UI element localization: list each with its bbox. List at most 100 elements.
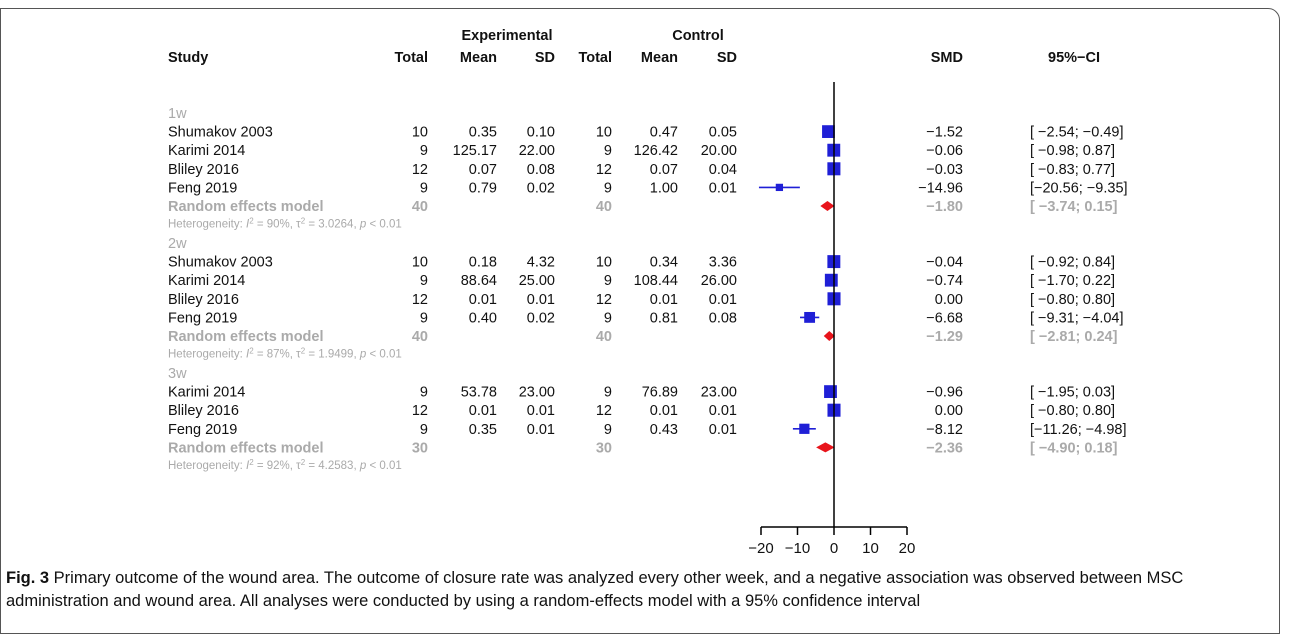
ci-value: [ −0.83; 0.77] [1030, 162, 1115, 178]
exp-sd: 0.02 [527, 180, 555, 196]
heterogeneity-part: < 0.01 [366, 219, 402, 231]
study-marker [822, 125, 835, 138]
header-exp-sd: SD [535, 50, 555, 66]
smd-value: 0.00 [935, 403, 963, 419]
header-experimental: Experimental [461, 28, 552, 44]
ctrl-sd: 0.01 [709, 422, 737, 438]
ci-value: [ −0.98; 0.87] [1030, 143, 1115, 159]
heterogeneity-part: 2 [301, 458, 306, 467]
header-ctrl-mean: Mean [641, 50, 678, 66]
random-effects-label: Random effects model [168, 440, 324, 456]
exp-sd: 0.01 [527, 422, 555, 438]
exp-mean: 0.01 [469, 403, 497, 419]
ctrl-sd: 0.01 [709, 403, 737, 419]
ctrl-total: 10 [596, 125, 612, 141]
ctrl-mean: 0.47 [650, 125, 678, 141]
heterogeneity-part: < 0.01 [366, 460, 402, 472]
exp-sd: 4.32 [527, 255, 555, 271]
header-control: Control [672, 28, 724, 44]
heterogeneity-part: p [359, 460, 367, 472]
exp-mean: 125.17 [453, 143, 497, 159]
heterogeneity-part: = 90%, [254, 219, 297, 231]
ctrl-mean: 0.43 [650, 422, 678, 438]
ctrl-total: 9 [604, 273, 612, 289]
ctrl-mean: 0.34 [650, 255, 678, 271]
figure-caption: Fig. 3 Primary outcome of the wound area… [6, 567, 1266, 613]
smd-value: −6.68 [926, 310, 963, 326]
heterogeneity-text: Heterogeneity: I2 = 87%, τ2 = 1.9499, p … [168, 346, 402, 361]
smd-value: −0.04 [926, 255, 963, 271]
heterogeneity-part: 2 [249, 458, 254, 467]
exp-total: 9 [420, 180, 428, 196]
exp-mean: 0.79 [469, 180, 497, 196]
heterogeneity-part: = 4.2583, [305, 460, 360, 472]
ci-value: [ −0.80; 0.80] [1030, 403, 1115, 419]
heterogeneity-part: 2 [301, 216, 306, 225]
exp-mean: 0.18 [469, 255, 497, 271]
random-smd: −1.29 [926, 329, 963, 345]
header-ci: 95%−CI [1048, 50, 1100, 66]
heterogeneity-part: Heterogeneity: [168, 219, 246, 231]
ctrl-mean: 0.81 [650, 310, 678, 326]
study-marker [799, 423, 810, 434]
study-name: Karimi 2014 [168, 385, 245, 401]
ci-value: [−20.56; −9.35] [1030, 180, 1128, 196]
heterogeneity-part: I [246, 349, 250, 361]
header-smd: SMD [931, 50, 963, 66]
heterogeneity-part: = 3.0264, [305, 219, 360, 231]
exp-mean: 0.40 [469, 310, 497, 326]
study-name: Feng 2019 [168, 422, 237, 438]
ctrl-mean: 0.01 [650, 292, 678, 308]
exp-sd: 25.00 [519, 273, 555, 289]
random-diamond [820, 201, 835, 211]
smd-value: −14.96 [918, 180, 963, 196]
ctrl-sd: 3.36 [709, 255, 737, 271]
heterogeneity-part: 2 [301, 346, 306, 355]
study-name: Bliley 2016 [168, 162, 239, 178]
x-tick-label: 20 [899, 540, 916, 557]
heterogeneity-part: τ [296, 349, 301, 361]
ctrl-sd: 0.01 [709, 292, 737, 308]
exp-total: 10 [412, 125, 428, 141]
heterogeneity-part: I [246, 460, 250, 472]
ctrl-total: 9 [604, 310, 612, 326]
ctrl-total: 9 [604, 385, 612, 401]
exp-mean: 88.64 [461, 273, 497, 289]
heterogeneity-part: = 92%, [254, 460, 297, 472]
exp-mean: 0.01 [469, 292, 497, 308]
exp-total: 12 [412, 403, 428, 419]
ctrl-total: 9 [604, 422, 612, 438]
study-marker [804, 311, 816, 323]
ci-value: [ −9.31; −4.04] [1030, 310, 1124, 326]
exp-total: 12 [412, 162, 428, 178]
heterogeneity-part: p [359, 349, 367, 361]
ctrl-sd: 23.00 [701, 385, 737, 401]
x-tick-label: 10 [862, 540, 879, 557]
ctrl-total: 10 [596, 255, 612, 271]
forest-plot: Experimental Control Study Total Mean SD Total… [168, 28, 1128, 557]
exp-sd: 0.10 [527, 125, 555, 141]
exp-sd: 0.02 [527, 310, 555, 326]
heterogeneity-part: = 87%, [254, 349, 297, 361]
heterogeneity-part: p [359, 219, 367, 231]
exp-sd: 0.08 [527, 162, 555, 178]
subgroup-label: 1w [168, 106, 187, 122]
study-name: Feng 2019 [168, 180, 237, 196]
heterogeneity-part: = 1.9499, [305, 349, 360, 361]
ctrl-total: 9 [604, 143, 612, 159]
smd-value: −0.96 [926, 385, 963, 401]
header-ctrl-sd: SD [717, 50, 737, 66]
study-name: Shumakov 2003 [168, 125, 273, 141]
ctrl-total: 12 [596, 292, 612, 308]
exp-sd: 0.01 [527, 403, 555, 419]
exp-mean: 0.07 [469, 162, 497, 178]
heterogeneity-text: Heterogeneity: I2 = 92%, τ2 = 4.2583, p … [168, 458, 402, 473]
study-name: Karimi 2014 [168, 143, 245, 159]
random-smd: −2.36 [926, 440, 963, 456]
random-ctrl-total: 30 [596, 440, 612, 456]
random-ctrl-total: 40 [596, 199, 612, 215]
smd-value: −0.74 [926, 273, 963, 289]
ctrl-total: 9 [604, 180, 612, 196]
x-tick-label: 0 [830, 540, 838, 557]
header-exp-mean: Mean [460, 50, 497, 66]
